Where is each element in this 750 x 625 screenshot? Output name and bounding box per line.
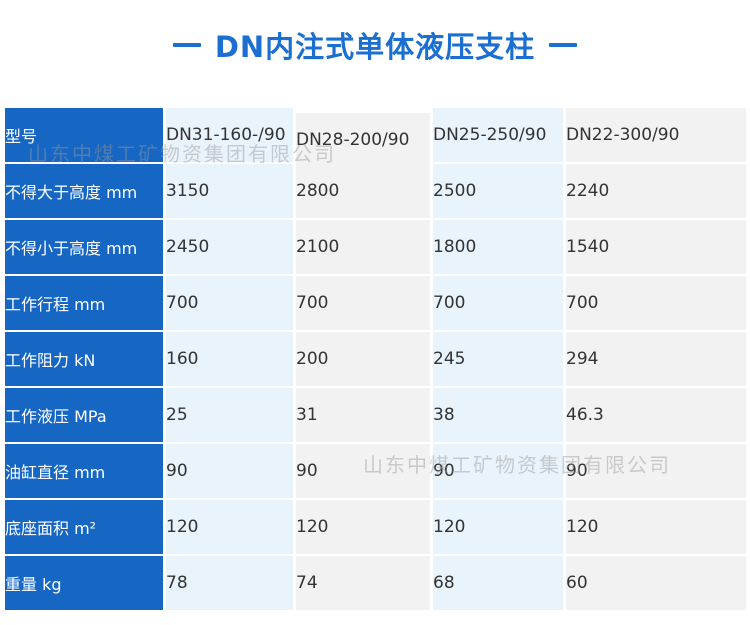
table-cell: 25: [166, 388, 296, 442]
table-cell: 90: [296, 444, 433, 498]
table-cell: 120: [566, 500, 746, 554]
table-header-row: 型号 DN31-160-/90 DN28-200/90 DN25-250/90 …: [5, 108, 746, 167]
table-cell: 2240: [566, 164, 746, 218]
table-cell: 2450: [166, 220, 296, 274]
table-cell: 1540: [566, 220, 746, 274]
table-cell: 60: [566, 556, 746, 610]
row-label: 油缸直径 mm: [5, 444, 166, 498]
table-cell: 68: [433, 556, 566, 610]
table-row: 工作液压 MPa 25 31 38 46.3: [5, 388, 746, 442]
table-cell: 245: [433, 332, 566, 386]
table-cell: 2100: [296, 220, 433, 274]
table-row: 不得大于高度 mm 3150 2800 2500 2240: [5, 164, 746, 218]
title-dash-right: [549, 43, 578, 47]
table-row: 重量 kg 78 74 68 60: [5, 556, 746, 610]
title-bar: DN内注式单体液压支柱: [0, 0, 750, 90]
row-label: 底座面积 m²: [5, 500, 166, 554]
table-cell: 700: [296, 276, 433, 330]
row-label: 工作阻力 kN: [5, 332, 166, 386]
model-header: DN25-250/90: [433, 108, 566, 162]
table-cell: 38: [433, 388, 566, 442]
model-header: DN31-160-/90: [166, 108, 296, 162]
table-cell: 90: [433, 444, 566, 498]
row-label: 不得小于高度 mm: [5, 220, 166, 274]
table-cell: 200: [296, 332, 433, 386]
table-row: 工作阻力 kN 160 200 245 294: [5, 332, 746, 386]
table-cell: 1800: [433, 220, 566, 274]
row-label: 工作行程 mm: [5, 276, 166, 330]
table-cell: 74: [296, 556, 433, 610]
table-cell: 3150: [166, 164, 296, 218]
table-cell: 120: [296, 500, 433, 554]
table-row: 底座面积 m² 120 120 120 120: [5, 500, 746, 554]
spec-table: 型号 DN31-160-/90 DN28-200/90 DN25-250/90 …: [5, 106, 746, 612]
table-cell: 160: [166, 332, 296, 386]
row-label: 工作液压 MPa: [5, 388, 166, 442]
model-header: DN28-200/90: [296, 113, 433, 167]
row-label: 重量 kg: [5, 556, 166, 610]
table-cell: 2800: [296, 164, 433, 218]
table-cell: 294: [566, 332, 746, 386]
header-label: 型号: [5, 108, 166, 162]
model-header: DN22-300/90: [566, 108, 746, 162]
table-cell: 90: [166, 444, 296, 498]
table-cell: 120: [433, 500, 566, 554]
table-cell: 700: [566, 276, 746, 330]
page-title: DN内注式单体液压支柱: [214, 30, 536, 64]
table-row: 油缸直径 mm 90 90 90 90: [5, 444, 746, 498]
table-cell: 90: [566, 444, 746, 498]
title-dash-left: [172, 43, 201, 47]
table-cell: 31: [296, 388, 433, 442]
table-cell: 78: [166, 556, 296, 610]
row-label: 不得大于高度 mm: [5, 164, 166, 218]
table-row: 工作行程 mm 700 700 700 700: [5, 276, 746, 330]
table-cell: 46.3: [566, 388, 746, 442]
table-cell: 2500: [433, 164, 566, 218]
table-cell: 700: [166, 276, 296, 330]
table-cell: 120: [166, 500, 296, 554]
table-cell: 700: [433, 276, 566, 330]
table-row: 不得小于高度 mm 2450 2100 1800 1540: [5, 220, 746, 274]
